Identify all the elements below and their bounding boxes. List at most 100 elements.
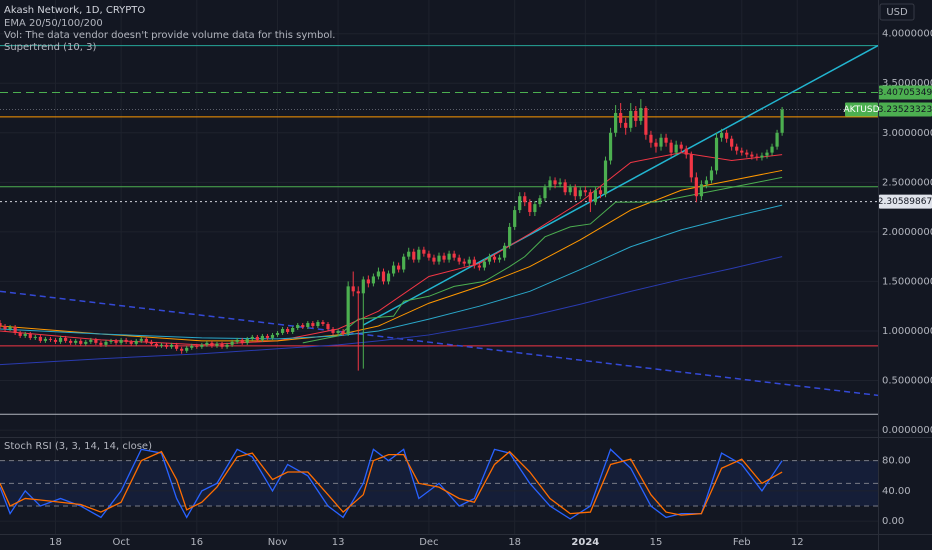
candle-body (452, 253, 456, 258)
candle-body (18, 332, 22, 336)
candle-body (598, 190, 603, 195)
candle-body (639, 108, 643, 121)
candle-body (502, 245, 507, 258)
candle-body (714, 137, 719, 171)
candle-body (366, 279, 370, 284)
price-pane: 0.00000000 0.50000000 1.00000000 1.50000000… (0, 0, 932, 534)
candle-body (336, 330, 340, 333)
candle-body (624, 122, 628, 128)
y-tick-label: 40.00 (882, 486, 911, 497)
candle-body (528, 202, 532, 213)
x-tick-label: 18 (49, 537, 62, 548)
candle-body (361, 279, 365, 294)
candle-body (725, 132, 729, 139)
candle-body (270, 334, 275, 338)
candle-body (578, 190, 582, 197)
candle-body (23, 333, 27, 336)
candle-body (614, 112, 618, 133)
candle-body (346, 286, 350, 334)
y-tick-label: 3.50000000 (882, 78, 932, 89)
candle-body (568, 187, 572, 193)
candle-body (402, 256, 406, 270)
candle-body (755, 156, 759, 158)
y-tick-label: 0.00000000 (882, 425, 932, 436)
candle-body (492, 256, 497, 260)
stoch-pane: 0.00 40.00 80.00 (0, 448, 911, 527)
candle-body (190, 345, 194, 348)
candle-body (538, 198, 542, 205)
candle-body (220, 343, 224, 347)
candle-body (417, 249, 421, 260)
legend-line: Vol: The data vendor doesn't provide vol… (4, 30, 335, 41)
candle-body (124, 339, 128, 342)
candle-body (215, 343, 219, 346)
candle-body (669, 142, 673, 153)
candle-body (260, 335, 264, 340)
candle-body (573, 187, 577, 197)
candle-body (109, 340, 113, 342)
candle-body (129, 341, 133, 344)
candle-body (205, 342, 209, 345)
trend-line (0, 290, 879, 397)
candle-body (740, 150, 744, 153)
candle-body (508, 226, 512, 246)
candle-body (195, 345, 199, 347)
candle-body (245, 338, 249, 343)
candle-body (356, 291, 360, 294)
candle-body (548, 180, 552, 188)
candle-body (750, 154, 754, 157)
candle-body (709, 170, 714, 181)
candle-body (119, 339, 123, 343)
candle-body (770, 146, 774, 153)
candle-body (477, 265, 481, 268)
candle-body (144, 338, 148, 342)
x-tick-label: 15 (650, 537, 663, 548)
candle-body (437, 255, 441, 262)
candle-body (316, 322, 320, 327)
candle-body (654, 142, 658, 147)
candle-body (760, 155, 764, 158)
candle-body (351, 286, 355, 292)
price-label: 3.40705349 (878, 88, 932, 98)
candle-body (371, 276, 376, 284)
x-tick-label: 2024 (571, 537, 599, 548)
line (0, 448, 783, 520)
candle-body (175, 344, 179, 349)
candle-body (608, 132, 613, 161)
candle-body (487, 256, 492, 262)
candle-body (588, 192, 592, 203)
candle-body (775, 132, 779, 147)
candle-body (326, 324, 330, 329)
candle-body (8, 327, 12, 329)
currency-button[interactable] (879, 3, 915, 21)
candle-body (321, 322, 325, 325)
y-tick-label: 1.50000000 (882, 276, 932, 287)
candle-body (48, 338, 53, 340)
candle-body (13, 327, 17, 333)
line (0, 152, 783, 346)
candle-body (482, 261, 487, 268)
candle-body (603, 160, 608, 195)
x-tick-label: 18 (508, 537, 521, 548)
candle-body (407, 251, 411, 257)
y-tick-label: 3.00000000 (882, 128, 932, 139)
candle-body (250, 336, 254, 339)
candle-body (649, 134, 653, 143)
candle-body (296, 325, 300, 328)
candle-body (63, 337, 68, 341)
candle-body (619, 112, 623, 123)
legend-line: Supertrend (10, 3) (4, 42, 96, 53)
candle-body (331, 328, 335, 333)
candle-body (679, 144, 683, 149)
candle-body (699, 184, 703, 197)
candle-body (497, 257, 502, 260)
candle-body (735, 146, 739, 151)
candle-body (432, 257, 436, 262)
candle-body (38, 336, 42, 341)
candle-body (159, 344, 164, 346)
candle-body (185, 347, 189, 351)
x-tick-label: Oct (112, 537, 129, 548)
price-label-box (879, 85, 932, 100)
currency[interactable]: USD (886, 7, 908, 18)
candle-body (780, 109, 784, 133)
